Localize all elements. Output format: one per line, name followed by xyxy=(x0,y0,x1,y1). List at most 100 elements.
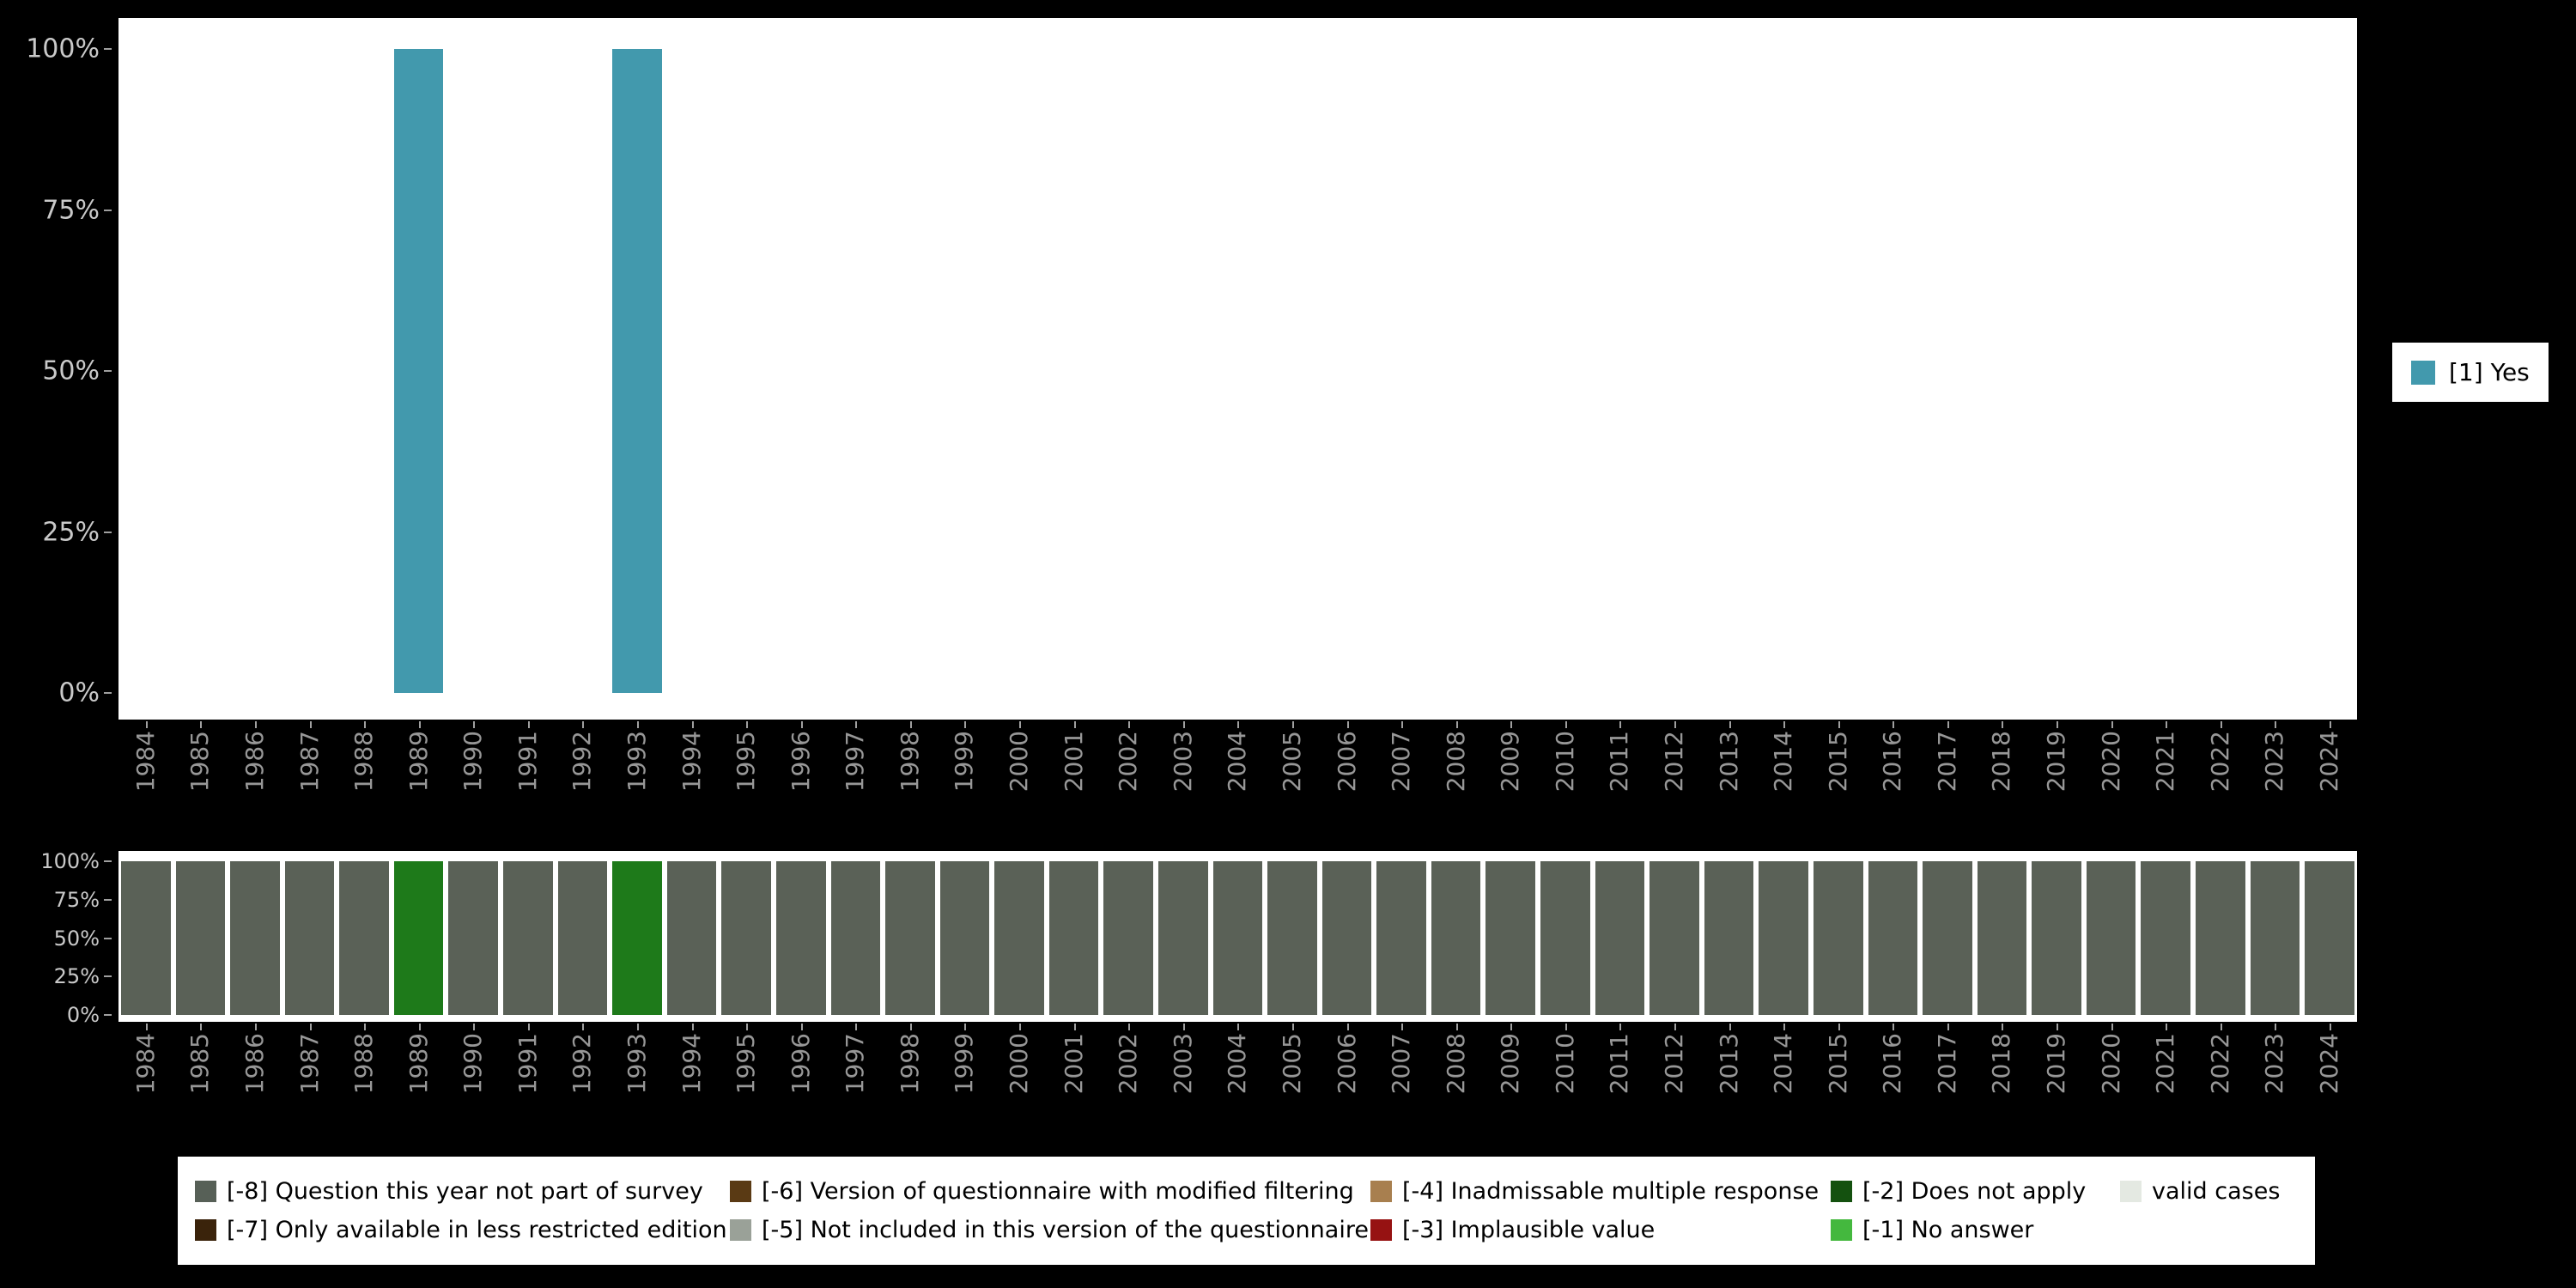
x-slot-2023: 2023 xyxy=(2248,1024,2303,1132)
bar-slot-1990 xyxy=(446,49,501,693)
year-label: 2022 xyxy=(2205,731,2234,793)
year-label: 1993 xyxy=(622,1033,651,1095)
bar-1993 xyxy=(612,49,662,693)
year-label: 2006 xyxy=(1332,1033,1361,1095)
y-tick-label: 100% xyxy=(26,33,100,64)
bar-slot-1996 xyxy=(774,861,829,1015)
bar-2022 xyxy=(2195,861,2245,1015)
x-tick-mark xyxy=(1128,721,1131,728)
x-tick-mark xyxy=(473,721,476,728)
x-tick-mark xyxy=(2166,721,2168,728)
x-slot-2022: 2022 xyxy=(2193,721,2248,829)
legend-item: [-5] Not included in this version of the… xyxy=(730,1217,1370,1243)
y-tick-label: 100% xyxy=(40,849,100,873)
bar-slot-1994 xyxy=(665,861,720,1015)
bar-slot-2008 xyxy=(1429,861,1484,1015)
x-slot-1987: 1987 xyxy=(283,1024,337,1132)
x-slot-1985: 1985 xyxy=(173,1024,228,1132)
y-tick-mark xyxy=(104,898,112,901)
year-label: 1984 xyxy=(131,1033,160,1095)
year-label: 2014 xyxy=(1769,1033,1798,1095)
x-tick-mark xyxy=(1019,1024,1022,1030)
bar-slot-1994 xyxy=(665,49,720,693)
x-slot-1989: 1989 xyxy=(392,721,447,829)
x-slot-1992: 1992 xyxy=(556,721,611,829)
x-slot-2019: 2019 xyxy=(2029,721,2084,829)
x-tick-mark xyxy=(200,721,203,728)
bar-2019 xyxy=(2032,861,2081,1015)
x-tick-mark xyxy=(1455,721,1458,728)
bar-slot-1991 xyxy=(501,49,556,693)
legend-item-swatch xyxy=(730,1181,751,1202)
year-label: 1997 xyxy=(841,731,870,793)
legend-item: [-7] Only available in less restricted e… xyxy=(195,1217,730,1243)
y-tick-label: 0% xyxy=(58,677,100,708)
x-tick-mark xyxy=(1291,1024,1294,1030)
bar-1994 xyxy=(666,861,717,1015)
year-label: 2007 xyxy=(1387,1033,1416,1095)
bar-slot-2005 xyxy=(1265,49,1320,693)
x-slot-1987: 1987 xyxy=(283,721,337,829)
year-label: 2009 xyxy=(1496,731,1525,793)
x-slot-2010: 2010 xyxy=(1538,1024,1593,1132)
bar-slot-1992 xyxy=(556,49,611,693)
x-tick-mark xyxy=(691,1024,694,1030)
y-tick-mark xyxy=(104,1014,112,1016)
year-label: 2023 xyxy=(2260,731,2289,793)
year-label: 2015 xyxy=(1823,1033,1852,1095)
x-tick-mark xyxy=(1674,721,1676,728)
bar-2007 xyxy=(1376,861,1426,1015)
x-tick-mark xyxy=(2111,1024,2113,1030)
x-slot-1994: 1994 xyxy=(665,721,720,829)
bar-2002 xyxy=(1103,861,1153,1015)
x-slot-1992: 1992 xyxy=(556,1024,611,1132)
bar-1985 xyxy=(175,861,226,1015)
bar-slot-2003 xyxy=(1156,49,1211,693)
bar-1989 xyxy=(393,49,444,693)
legend-key-swatch xyxy=(2411,360,2435,385)
x-tick-mark xyxy=(1564,1024,1567,1030)
legend-item-label: [-2] Does not apply xyxy=(1862,1178,2087,1205)
x-tick-mark xyxy=(746,721,749,728)
x-slot-2002: 2002 xyxy=(1101,1024,1156,1132)
bar-slot-1996 xyxy=(774,49,829,693)
bar-slot-1998 xyxy=(883,861,938,1015)
y-tick-mark xyxy=(104,370,112,372)
year-label: 1991 xyxy=(513,1033,542,1095)
x-slot-2004: 2004 xyxy=(1211,721,1266,829)
bar-1997 xyxy=(830,861,881,1015)
y-tick-label: 50% xyxy=(42,355,100,386)
bar-slot-1998 xyxy=(883,49,938,693)
bar-2024 xyxy=(2305,861,2354,1015)
x-slot-2019: 2019 xyxy=(2029,1024,2084,1132)
x-tick-mark xyxy=(800,721,803,728)
year-label: 2024 xyxy=(2314,1033,2343,1095)
bar-slot-1990 xyxy=(446,861,501,1015)
y-tick-mark xyxy=(104,937,112,939)
year-label: 1988 xyxy=(349,1033,379,1095)
missing-values-legend: [-8] Question this year not part of surv… xyxy=(178,1157,2315,1265)
year-label: 2017 xyxy=(1932,1033,1961,1095)
year-label: 2004 xyxy=(1223,731,1252,793)
bar-2020 xyxy=(2086,861,2136,1015)
x-slot-1986: 1986 xyxy=(228,1024,283,1132)
x-tick-mark xyxy=(2275,721,2277,728)
year-label: 2005 xyxy=(1277,731,1306,793)
x-tick-mark xyxy=(964,1024,967,1030)
missing-y-axis: 0% 25% 50% 75% 100% xyxy=(0,849,113,1027)
year-label: 1999 xyxy=(950,1033,979,1095)
year-label: 2012 xyxy=(1659,1033,1688,1095)
bar-slot-2004 xyxy=(1211,861,1266,1015)
year-label: 2021 xyxy=(2151,1033,2180,1095)
bar-2004 xyxy=(1212,861,1263,1015)
x-tick-mark xyxy=(1783,721,1786,728)
year-label: 2001 xyxy=(1059,731,1088,793)
year-label: 2008 xyxy=(1441,1033,1470,1095)
legend-item: [-2] Does not apply xyxy=(1831,1178,2120,1205)
y-tick-label: 75% xyxy=(53,887,100,912)
x-tick-mark xyxy=(2057,1024,2059,1030)
x-slot-1994: 1994 xyxy=(665,1024,720,1132)
x-tick-mark xyxy=(364,1024,367,1030)
x-slot-2014: 2014 xyxy=(1756,1024,1811,1132)
